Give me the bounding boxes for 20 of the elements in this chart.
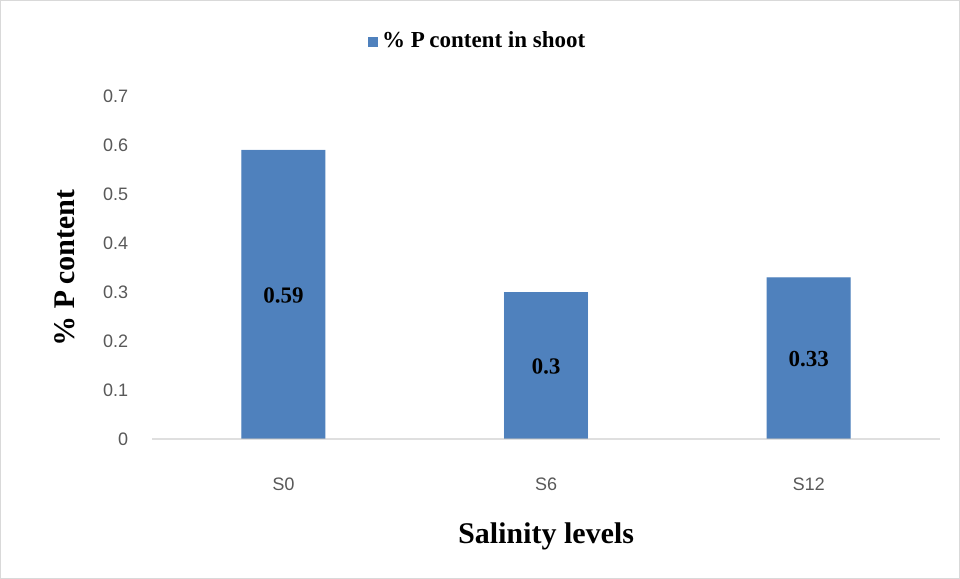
x-axis-title: Salinity levels [458,517,634,550]
y-tick-label: 0.3 [102,282,128,302]
x-tick-label: S0 [272,474,294,494]
x-tick-label: S12 [792,474,825,494]
y-tick-label: 0.4 [102,233,128,253]
data-label: 0.33 [788,346,829,372]
bar [504,292,588,439]
y-tick-label: 0 [118,429,128,449]
bar [766,277,851,439]
y-tick-label: 0.2 [102,331,128,351]
data-label: 0.3 [532,354,560,378]
y-tick-label: 0.1 [102,380,128,400]
y-tick-label: 0.7 [102,86,128,106]
bar [241,150,326,439]
y-tick-label: 0.6 [102,135,128,155]
y-tick-label: 0.5 [102,184,128,204]
x-tick-label: S6 [534,474,558,494]
legend-label: % P content in shoot [382,27,586,52]
y-axis-title: % P content [48,189,81,346]
data-label: 0.59 [263,282,304,308]
